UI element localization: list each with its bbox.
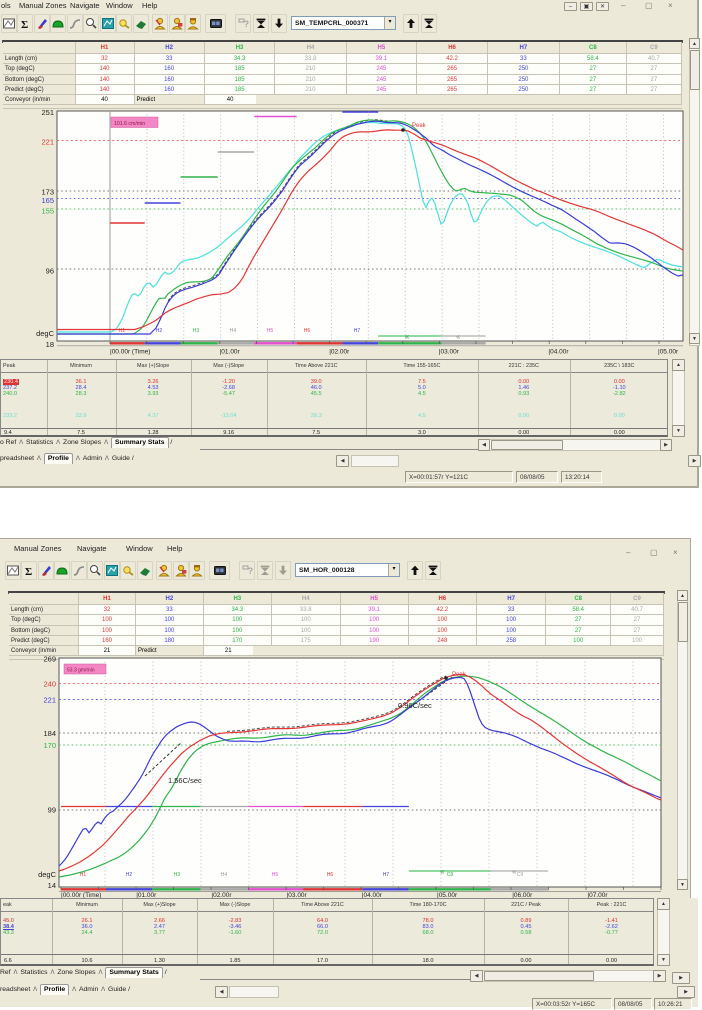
svg-text:|05.00r: |05.00r [437,892,458,899]
svg-text:H7: H7 [383,872,390,878]
svg-text:|04.00r: |04.00r [548,349,569,356]
svg-text:degC: degC [38,870,57,879]
svg-text:53.3 gm/min: 53.3 gm/min [67,668,95,674]
svg-text:C8: C8 [447,872,454,878]
svg-text:|05.00r: |05.00r [658,349,679,356]
svg-text:H7: H7 [354,328,361,334]
svg-text:H2: H2 [126,872,133,878]
svg-text:99: 99 [48,806,56,815]
svg-text:0.96C/sec: 0.96C/sec [398,701,432,710]
svg-text:101.6 cm/min: 101.6 cm/min [114,121,145,127]
svg-text:96: 96 [46,267,54,276]
svg-text:|03.00r: |03.00r [287,892,308,899]
svg-text:Peak: Peak [452,672,467,678]
svg-text:Σ: Σ [25,566,32,577]
svg-text:240: 240 [43,680,56,689]
svg-text:|00.00r (Time): |00.00r (Time) [110,349,150,356]
svg-text:|02.00r: |02.00r [329,349,350,356]
svg-text:?: ? [244,19,249,29]
svg-text:|04.00r: |04.00r [362,892,383,899]
svg-text:1.56C/sec: 1.56C/sec [168,776,202,785]
svg-text:155: 155 [41,207,54,216]
svg-text:170: 170 [43,741,56,750]
svg-text:18: 18 [46,340,54,349]
svg-text:184: 184 [43,729,56,738]
svg-text:«: « [512,867,517,876]
svg-text:221: 221 [43,696,56,705]
svg-text:269: 269 [43,655,56,664]
svg-text:«: « [440,867,445,876]
svg-text:H1: H1 [119,328,126,334]
svg-text:H1: H1 [80,872,87,878]
svg-text:H4: H4 [221,872,228,878]
svg-text:221: 221 [41,138,54,147]
svg-text:H3: H3 [174,872,181,878]
svg-text:Peak: Peak [412,123,427,129]
svg-text:|01.00r: |01.00r [220,349,241,356]
svg-text:|07.00r: |07.00r [587,892,608,899]
svg-text:«: « [456,332,461,341]
svg-text:|06.00r: |06.00r [512,892,533,899]
svg-text:H5: H5 [267,328,274,334]
svg-text:H3: H3 [193,328,200,334]
svg-text:H2: H2 [156,328,163,334]
svg-text:165: 165 [41,196,54,205]
svg-text:251: 251 [41,108,54,117]
svg-text:Σ: Σ [21,19,28,30]
svg-text:|00.00r (Time): |00.00r (Time) [61,892,101,899]
svg-text:C9: C9 [517,872,524,878]
svg-text:H6: H6 [327,872,334,878]
svg-text:?: ? [248,566,253,576]
svg-text:H6: H6 [304,328,311,334]
svg-text:degC: degC [36,329,55,338]
svg-text:H5: H5 [272,872,279,878]
svg-text:H4: H4 [230,328,237,334]
svg-text:|02.00r: |02.00r [211,892,232,899]
svg-text:|01.00r: |01.00r [136,892,157,899]
svg-text:173: 173 [41,188,54,197]
svg-text:14: 14 [48,881,56,890]
svg-text:|03.00r: |03.00r [439,349,460,356]
svg-text:«: « [405,332,410,341]
